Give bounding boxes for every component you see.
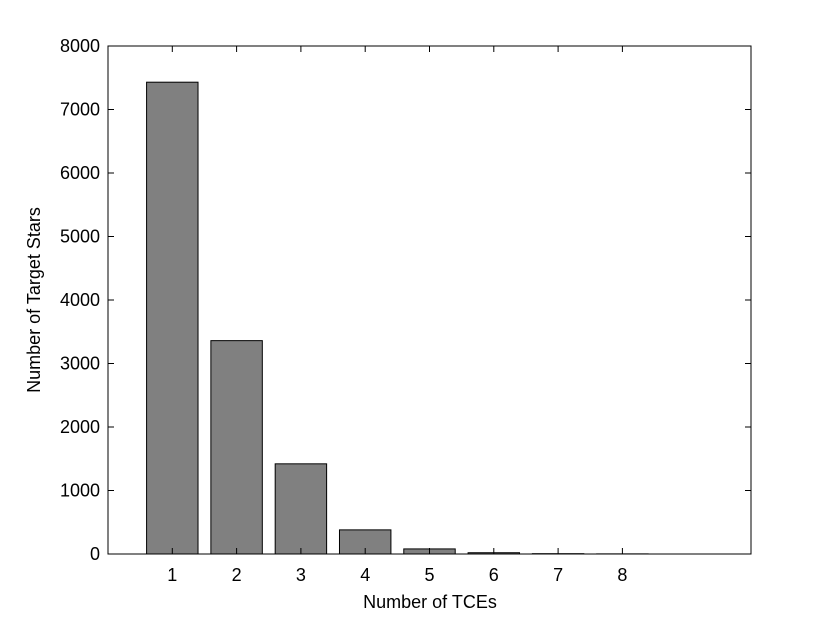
y-tick-label: 8000 bbox=[60, 36, 100, 56]
x-tick-label: 7 bbox=[553, 565, 563, 585]
y-tick-label: 1000 bbox=[60, 481, 100, 501]
x-tick-label: 2 bbox=[232, 565, 242, 585]
y-axis-label: Number of Target Stars bbox=[24, 207, 44, 393]
bar bbox=[210, 340, 263, 555]
x-tick-label: 4 bbox=[360, 565, 370, 585]
y-tick-label: 7000 bbox=[60, 100, 100, 120]
bar bbox=[274, 463, 328, 555]
x-tick-label: 6 bbox=[489, 565, 499, 585]
y-tick-label: 3000 bbox=[60, 354, 100, 374]
y-tick-label: 4000 bbox=[60, 290, 100, 310]
x-tick-label: 5 bbox=[424, 565, 434, 585]
y-tick-label: 5000 bbox=[60, 227, 100, 247]
x-tick-label: 1 bbox=[167, 565, 177, 585]
x-tick-label: 8 bbox=[617, 565, 627, 585]
x-tick-label: 3 bbox=[296, 565, 306, 585]
y-tick-label: 6000 bbox=[60, 163, 100, 183]
y-tick-label: 2000 bbox=[60, 417, 100, 437]
y-tick-label: 0 bbox=[90, 544, 100, 564]
x-axis-label: Number of TCEs bbox=[363, 592, 497, 612]
bar bbox=[146, 81, 199, 555]
